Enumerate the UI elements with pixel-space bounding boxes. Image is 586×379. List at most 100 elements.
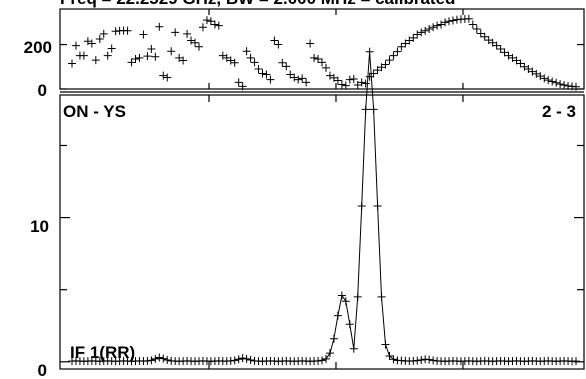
phase-ytick-200: 200	[24, 38, 52, 57]
phase-point	[68, 59, 76, 68]
phase-point	[544, 76, 553, 85]
amplitude-point	[349, 344, 358, 353]
amplitude-point	[226, 356, 235, 365]
phase-point	[409, 33, 418, 42]
phase-point	[202, 16, 211, 25]
phase-point	[135, 53, 144, 62]
amplitude-point	[163, 356, 172, 365]
amplitude-line	[71, 51, 577, 362]
phase-point	[349, 75, 358, 83]
amplitude-point	[373, 202, 382, 211]
phase-point	[214, 21, 223, 30]
phase-point	[159, 71, 168, 80]
phase-point	[397, 42, 406, 51]
amplitude-ytick-10: 10	[30, 217, 49, 236]
phase-point	[548, 77, 557, 86]
phase-point	[266, 75, 275, 84]
if-label: IF 1(RR)	[70, 343, 135, 362]
phase-point	[413, 30, 422, 39]
phase-point	[341, 81, 350, 90]
amplitude-point	[417, 356, 426, 365]
phase-point	[357, 78, 366, 87]
phase-point	[91, 56, 100, 65]
amplitude-point	[357, 202, 366, 211]
phase-point	[258, 69, 267, 78]
phase-point	[572, 82, 580, 91]
phase-point	[103, 51, 112, 60]
phase-point	[218, 51, 227, 60]
phase-point	[246, 53, 255, 62]
amplitude-point	[353, 292, 362, 301]
phase-point	[234, 78, 243, 87]
phase-point	[210, 20, 219, 29]
phase-point	[250, 58, 259, 67]
phase-point	[179, 56, 188, 65]
phase-point	[314, 55, 323, 63]
amplitude-point	[246, 356, 255, 365]
phase-point	[468, 20, 477, 29]
phase-point	[492, 41, 501, 50]
phase-point	[298, 74, 307, 83]
phase-point	[464, 14, 473, 23]
phase-point	[127, 58, 136, 67]
amplitude-point	[147, 356, 156, 365]
amplitude-point	[425, 355, 434, 364]
phase-point	[532, 69, 541, 78]
phase-point	[194, 42, 203, 51]
amplitude-point	[365, 47, 374, 56]
phase-point	[504, 51, 513, 60]
amplitude-point	[341, 297, 350, 306]
phase-point	[552, 78, 561, 87]
phase-series	[68, 14, 580, 91]
amplitude-point	[337, 291, 346, 300]
amplitude-point	[572, 357, 580, 366]
phase-point	[480, 32, 489, 41]
phase-point	[107, 44, 116, 53]
phase-point	[294, 75, 303, 84]
amplitude-point	[230, 356, 239, 365]
phase-point	[381, 60, 390, 69]
phase-point	[79, 51, 88, 60]
phase-point	[187, 36, 196, 45]
phase-point	[167, 47, 176, 56]
phase-point	[87, 39, 96, 48]
phase-point	[385, 56, 394, 65]
phase-point	[147, 45, 156, 53]
amplitude-series	[68, 47, 580, 366]
phase-point	[242, 47, 251, 56]
amplitude-point	[159, 354, 168, 363]
phase-point	[191, 38, 200, 47]
phase-point	[238, 82, 247, 91]
phase-point	[325, 71, 334, 80]
phase-point	[171, 28, 180, 37]
phase-ytick-0: 0	[38, 81, 47, 100]
phase-point	[139, 30, 148, 39]
phase-point	[123, 26, 132, 35]
phase-point	[361, 79, 370, 88]
amplitude-point	[143, 356, 152, 365]
phase-point	[198, 23, 207, 32]
amplitude-point	[369, 105, 378, 114]
phase-point	[421, 26, 430, 35]
amplitude-point	[377, 292, 386, 301]
phase-point	[278, 58, 287, 67]
phase-point	[365, 72, 374, 81]
phase-point	[262, 70, 271, 79]
phase-point	[183, 29, 192, 38]
amplitude-point	[389, 355, 398, 364]
phase-point	[496, 45, 505, 53]
amplitude-point	[155, 353, 164, 362]
phase-point	[540, 74, 549, 83]
phase-point	[345, 75, 354, 84]
amplitude-point	[238, 354, 247, 363]
phase-point	[441, 18, 450, 27]
phase-point	[274, 40, 283, 49]
phase-point	[99, 29, 108, 38]
amplitude-point	[325, 349, 334, 358]
phase-point	[437, 20, 446, 29]
phase-point	[425, 25, 434, 33]
phase-point	[476, 29, 485, 38]
amplitude-point	[385, 352, 394, 361]
phase-point	[155, 22, 164, 31]
